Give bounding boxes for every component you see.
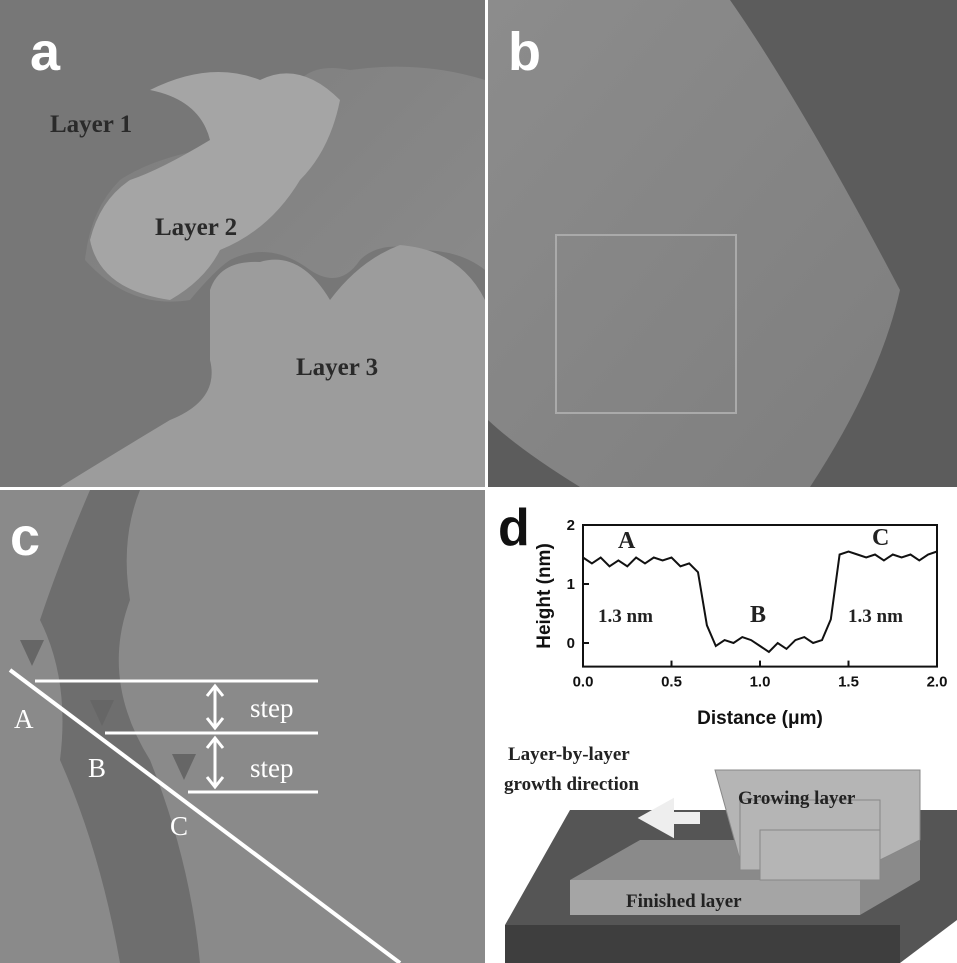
annotation: B: [750, 602, 766, 628]
annotation: C: [872, 525, 889, 551]
finished-label: Finished layer: [626, 891, 742, 912]
x-axis-title: Distance (μm): [697, 708, 823, 729]
x-tick-label: 0.0: [573, 674, 594, 691]
panel-d: d Layer-by-layer growth direction Growin…: [498, 499, 957, 963]
x-tick-label: 0.5: [661, 674, 682, 691]
y-axis-title: Height (nm): [534, 543, 555, 649]
panel-a: a Layer 1 Layer 2 Layer 3: [0, 0, 485, 487]
annotation: A: [618, 528, 636, 554]
growing-label: Growing layer: [738, 788, 856, 809]
panel-label: c: [10, 507, 40, 567]
layer-label: Layer 2: [155, 214, 237, 241]
panel-label: a: [30, 22, 61, 82]
layer-label: Layer 3: [296, 354, 378, 381]
diagram-caption: Layer-by-layer: [508, 744, 630, 765]
panel-c: c A B C step step: [0, 490, 485, 963]
figure: a Layer 1 Layer 2 Layer 3 b c A B C step…: [0, 0, 957, 963]
diagram-caption: growth direction: [504, 774, 639, 795]
layer-label: Layer 1: [50, 111, 132, 138]
x-tick-label: 1.5: [838, 674, 859, 691]
point-label: C: [170, 811, 188, 841]
panel-label: b: [508, 22, 541, 82]
annotation: 1.3 nm: [598, 606, 653, 627]
step-label: step: [250, 753, 294, 783]
annotation: 1.3 nm: [848, 606, 903, 627]
x-tick-label: 1.0: [750, 674, 771, 691]
point-label: B: [88, 753, 106, 783]
step-label: step: [250, 693, 294, 723]
y-tick-label: 2: [567, 517, 575, 534]
y-tick-label: 1: [567, 576, 575, 593]
y-tick-label: 0: [567, 635, 575, 652]
x-tick-label: 2.0: [927, 674, 948, 691]
point-label: A: [14, 704, 34, 734]
panel-label: d: [498, 499, 530, 557]
panel-b: b: [488, 0, 957, 487]
substrate-side: [505, 925, 900, 963]
